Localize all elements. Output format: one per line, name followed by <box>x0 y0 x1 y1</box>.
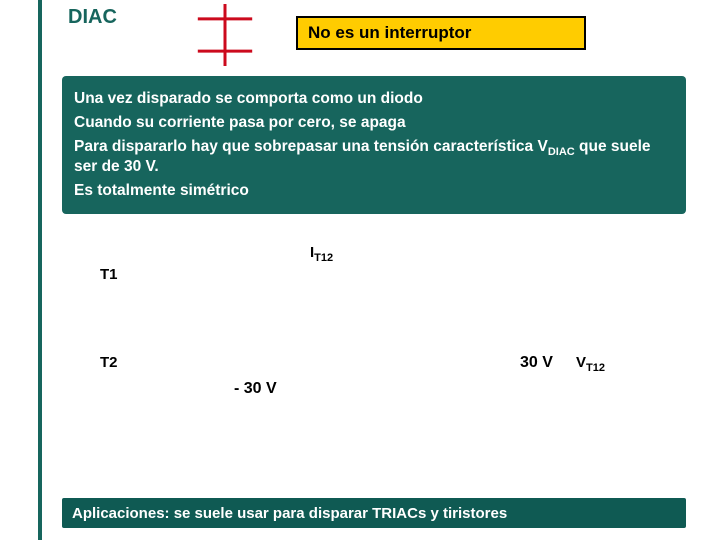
desc-line-2: Cuando su corriente pasa por cero, se ap… <box>74 114 674 132</box>
iv-curve-chart <box>215 242 575 502</box>
x-axis-label: VT12 <box>576 354 605 374</box>
y-axis-label: IT12 <box>310 244 333 264</box>
diac-symbol-top <box>185 4 265 66</box>
terminal-t2: T2 <box>100 354 118 371</box>
page-title: DIAC <box>68 6 117 29</box>
footer-applications: Aplicaciones: se suele usar para dispara… <box>62 498 686 528</box>
description-box: Una vez disparado se comporta como un di… <box>62 76 686 214</box>
desc-line-3: Para dispararlo hay que sobrepasar una t… <box>74 138 674 176</box>
banner-not-switch: No es un interruptor <box>296 16 586 50</box>
sidebar-bar <box>38 0 42 540</box>
neg-30v-label: - 30 V <box>234 380 277 398</box>
pos-30v-label: 30 V <box>520 354 553 372</box>
desc-line-1: Una vez disparado se comporta como un di… <box>74 90 674 108</box>
diac-symbol-mid <box>80 280 160 354</box>
desc-line-4: Es totalmente simétrico <box>74 182 674 200</box>
